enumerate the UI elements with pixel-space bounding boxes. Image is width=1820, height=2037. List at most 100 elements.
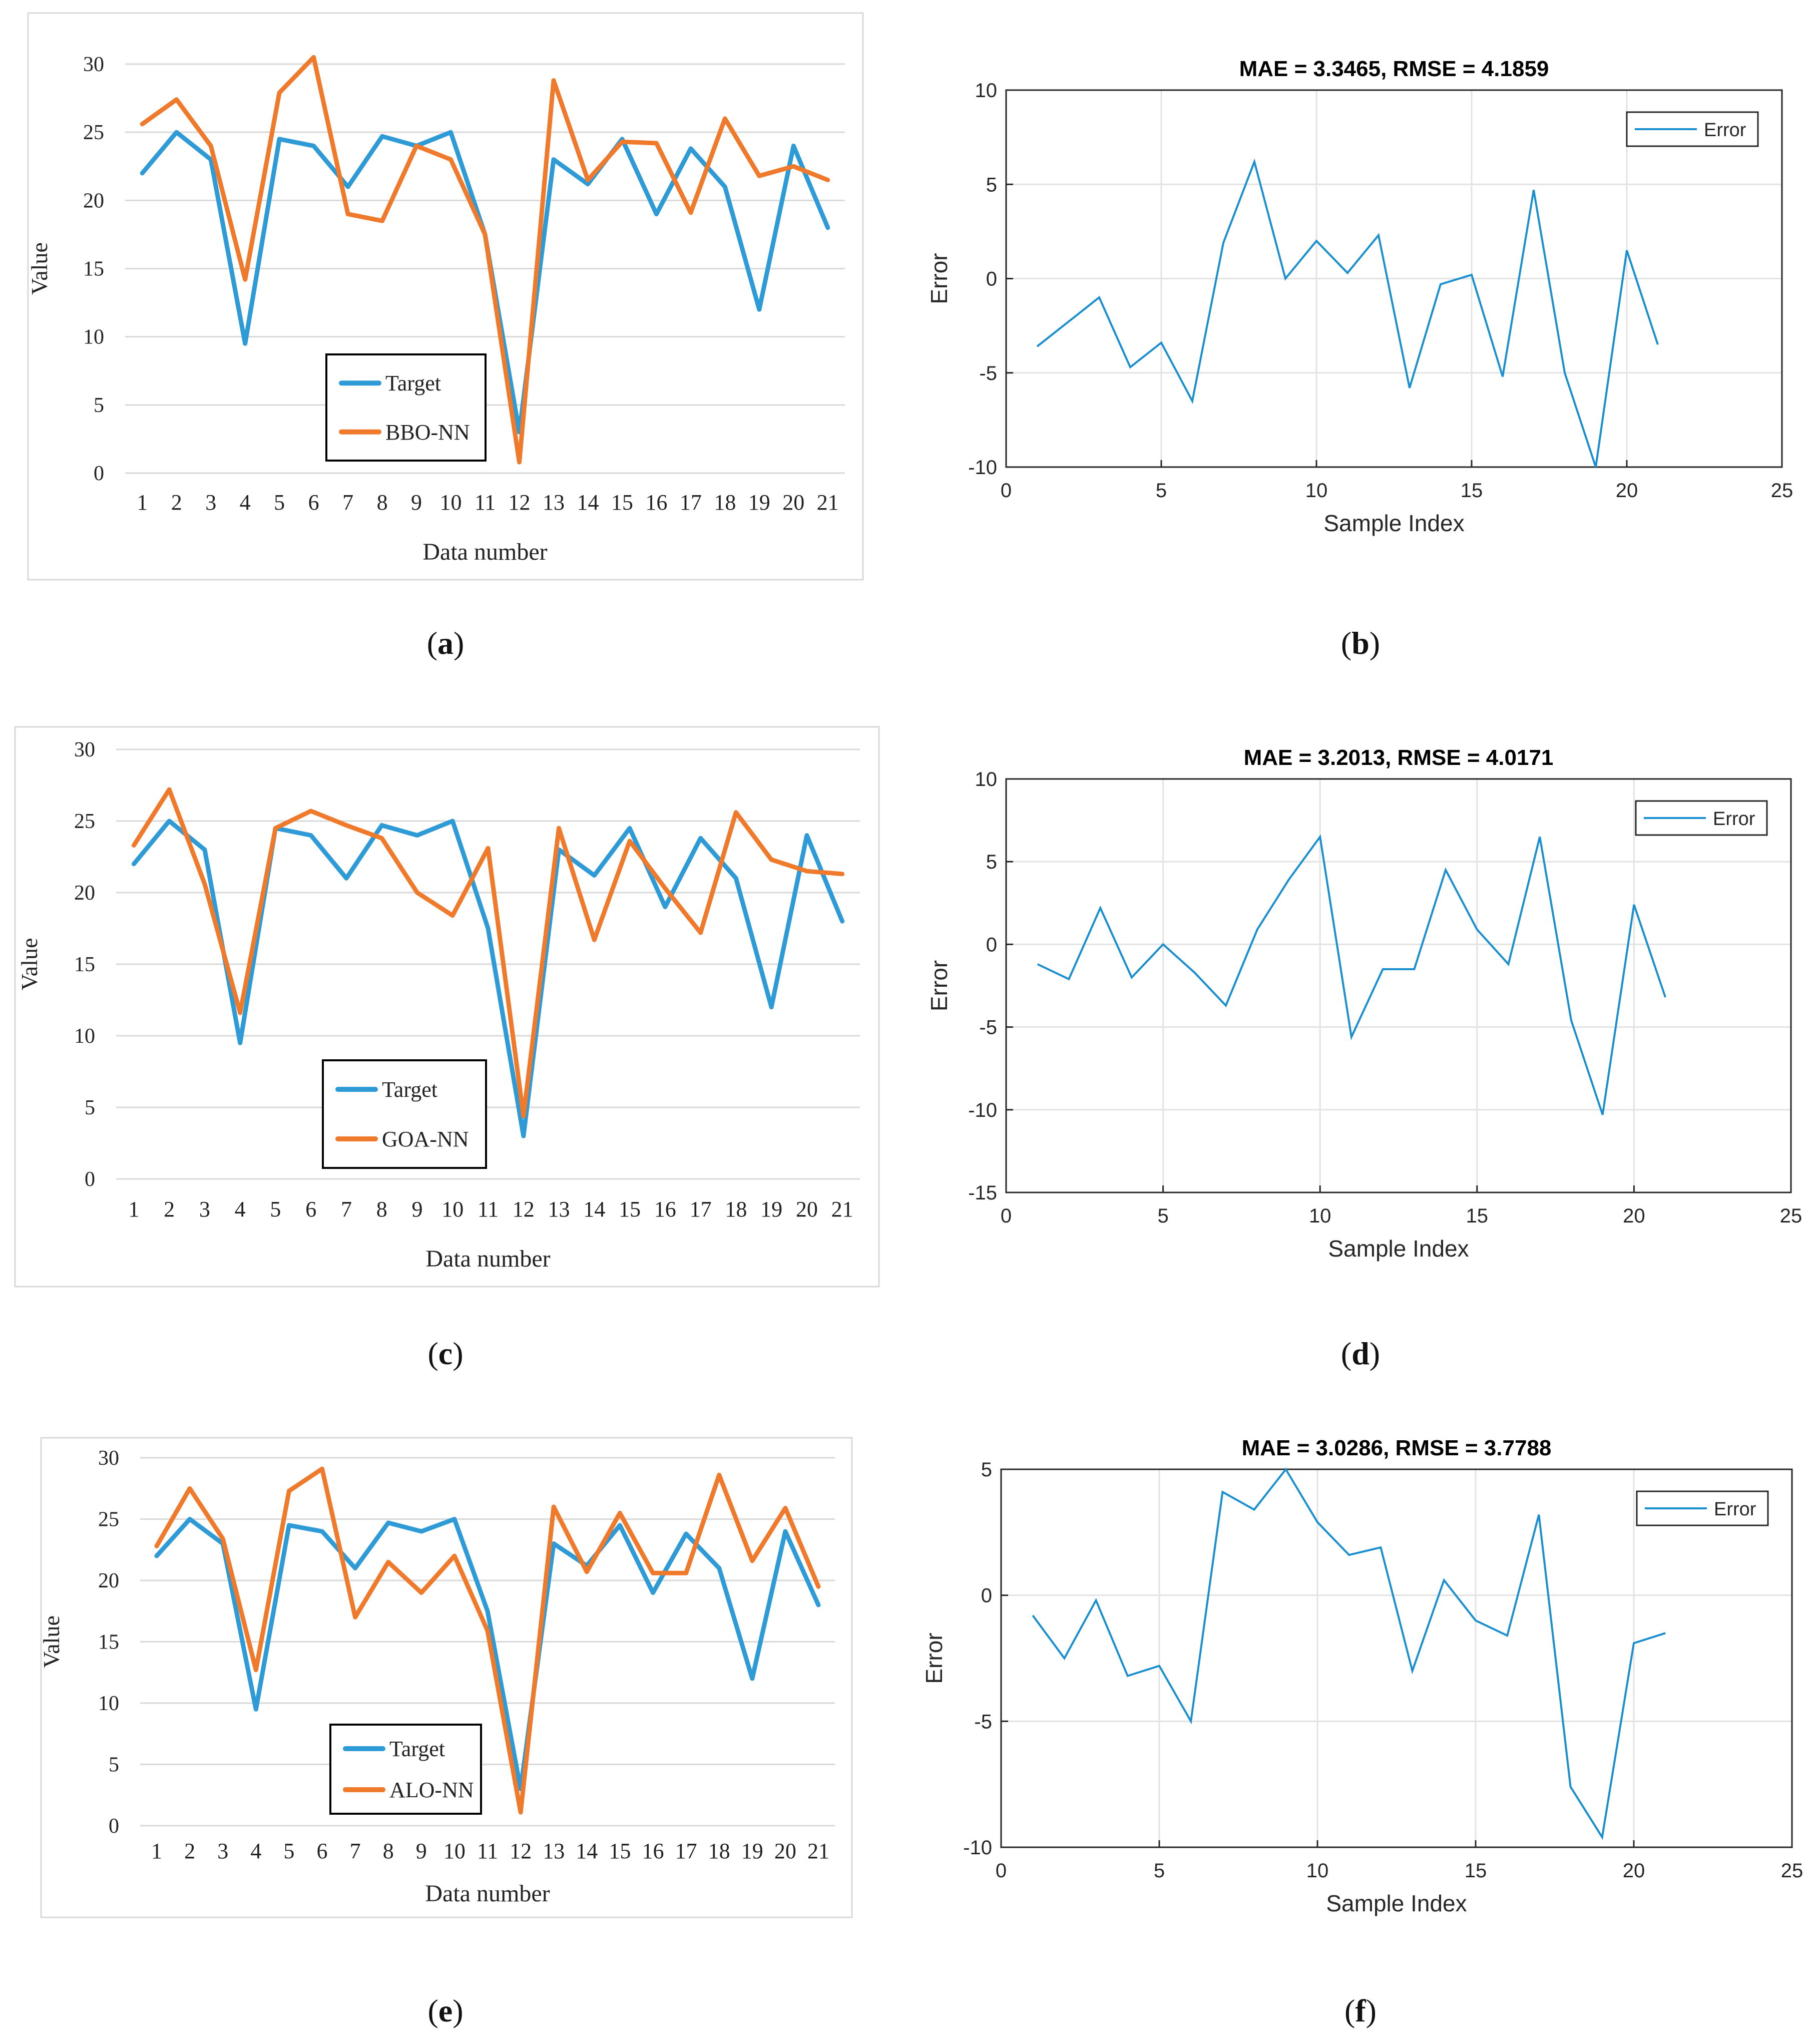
x-tick-label: 4 <box>235 1197 246 1221</box>
x-tick-label: 12 <box>508 490 530 515</box>
x-tick-label: 0 <box>996 1860 1007 1882</box>
x-tick-label: 7 <box>350 1839 361 1863</box>
x-axis-title: Data number <box>422 539 547 565</box>
caption-letter: f <box>1355 1993 1366 2028</box>
y-tick-label: 0 <box>85 1168 95 1191</box>
caption-letter: c <box>438 1336 452 1371</box>
y-tick-label: 5 <box>85 1096 95 1119</box>
y-tick-label: 5 <box>94 394 104 417</box>
y-tick-label: 25 <box>83 121 104 144</box>
x-axis-title: Sample Index <box>1328 1236 1469 1262</box>
y-tick-label: 0 <box>94 462 104 485</box>
axes-box <box>1000 1468 1793 1848</box>
y-tick-label: 10 <box>98 1692 119 1715</box>
x-tick-label: 25 <box>1781 1860 1803 1882</box>
x-tick-label: 10 <box>441 1197 464 1221</box>
legend-label: ALO-NN <box>389 1778 474 1802</box>
panel-caption: (d) <box>1341 1336 1380 1371</box>
axes-box <box>1005 89 1783 468</box>
y-tick-label: 30 <box>98 1447 119 1470</box>
x-tick-label: 9 <box>411 490 422 515</box>
x-tick-label: 1 <box>151 1839 162 1863</box>
x-tick-label: 11 <box>478 1197 499 1221</box>
legend-label: Error <box>1714 1499 1756 1520</box>
legend: Error <box>1635 800 1768 836</box>
y-tick-label: 0 <box>986 268 997 290</box>
x-tick-label: 18 <box>708 1839 730 1863</box>
x-tick-label: 1 <box>137 490 148 515</box>
x-tick-label: 3 <box>205 490 216 515</box>
series-line-target <box>131 819 845 1138</box>
x-tick-label: 5 <box>274 490 285 515</box>
x-tick-label: 14 <box>577 490 599 515</box>
x-tick-label: 3 <box>199 1197 210 1221</box>
x-tick-label: 17 <box>675 1839 697 1863</box>
x-tick-label: 2 <box>184 1839 195 1863</box>
y-tick-label: 15 <box>98 1631 119 1654</box>
y-tick-label: -15 <box>968 1182 997 1204</box>
x-tick-label: 3 <box>217 1839 228 1863</box>
y-tick-label: 30 <box>83 53 104 76</box>
x-tick-label: 4 <box>250 1839 261 1863</box>
y-tick-label: 15 <box>83 258 104 281</box>
chart-title: MAE = 3.2013, RMSE = 4.0171 <box>1244 745 1554 770</box>
x-tick-label: 13 <box>548 1197 570 1221</box>
x-tick-label: 10 <box>1306 1860 1329 1882</box>
x-tick-label: 0 <box>1001 1205 1012 1227</box>
legend-label: Error <box>1713 808 1755 830</box>
x-tick-label: 20 <box>782 490 804 515</box>
x-tick-label: 16 <box>645 490 667 515</box>
y-tick-label: 15 <box>74 953 95 976</box>
x-tick-label: 1 <box>128 1197 139 1221</box>
y-tick-label: 25 <box>98 1508 119 1531</box>
y-tick-label: -5 <box>974 1711 992 1733</box>
x-tick-label: 25 <box>1780 1205 1802 1227</box>
y-tick-label: 30 <box>74 738 95 761</box>
x-tick-label: 15 <box>1466 1205 1489 1227</box>
x-tick-label: 20 <box>774 1839 796 1863</box>
x-tick-label: 15 <box>609 1839 631 1863</box>
panel-caption: (a) <box>427 625 465 661</box>
y-tick-label: 10 <box>74 1025 95 1048</box>
y-tick-label: -10 <box>968 1099 997 1121</box>
x-tick-label: 17 <box>680 490 702 515</box>
x-tick-label: 17 <box>690 1197 712 1221</box>
x-tick-label: 6 <box>317 1839 328 1863</box>
y-tick-label: 20 <box>98 1569 119 1592</box>
legend-label: BBO-NN <box>385 420 470 445</box>
caption-letter: e <box>438 1993 452 2028</box>
x-tick-label: 9 <box>411 1197 422 1221</box>
x-tick-label: 8 <box>376 1197 387 1221</box>
x-tick-label: 16 <box>654 1197 676 1221</box>
x-tick-label: 25 <box>1771 480 1793 502</box>
x-axis-title: Sample Index <box>1323 510 1464 536</box>
x-tick-label: 21 <box>817 490 839 515</box>
y-tick-label: 10 <box>975 80 998 102</box>
y-tick-label: 0 <box>981 1585 992 1607</box>
caption-paren: ) <box>453 625 464 661</box>
y-axis-title: Value <box>17 938 42 991</box>
x-axis-title: Data number <box>425 1246 550 1272</box>
series-line-error <box>1036 158 1659 468</box>
y-tick-label: 20 <box>74 882 95 905</box>
x-axis-title: Sample Index <box>1326 1890 1467 1916</box>
caption-paren: ( <box>427 1993 438 2028</box>
series-line-error <box>1032 1467 1666 1840</box>
series-line-target <box>154 1517 821 1791</box>
caption-paren: ) <box>452 1336 463 1371</box>
x-tick-label: 5 <box>283 1839 294 1863</box>
x-tick-label: 21 <box>831 1197 853 1221</box>
panel-f: 0 5 10 15 20 25 -10 -5 0 5 MAE = 3.0286, RMSE = 3.… <box>921 1436 1803 2028</box>
caption-letter: b <box>1351 625 1370 661</box>
x-tick-label: 15 <box>611 490 633 515</box>
legend: Target BBO-NN <box>325 353 487 462</box>
legend: Target ALO-NN <box>329 1724 482 1815</box>
y-tick-label: -10 <box>963 1837 992 1859</box>
legend-label: Target <box>389 1737 445 1761</box>
y-tick-label: 0 <box>986 934 997 956</box>
series-line-alo-nn <box>154 1466 821 1815</box>
x-tick-label: 20 <box>796 1197 818 1221</box>
y-axis-title: Error <box>926 253 952 304</box>
